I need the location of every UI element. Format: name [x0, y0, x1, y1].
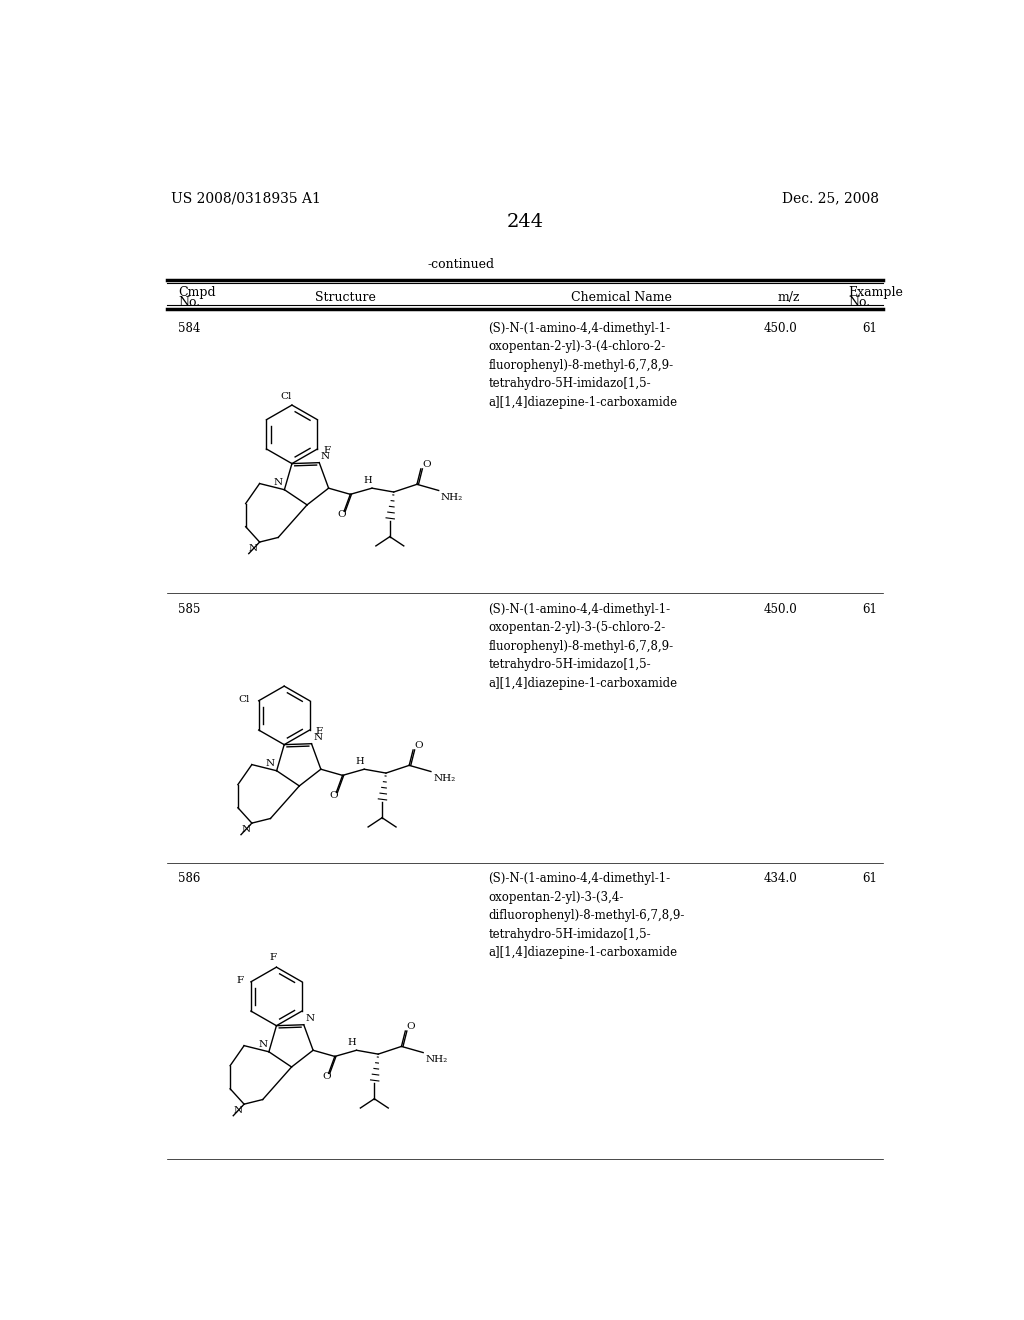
Text: O: O — [407, 1022, 416, 1031]
Text: O: O — [422, 459, 431, 469]
Text: m/z: m/z — [777, 290, 800, 304]
Text: N: N — [305, 1014, 314, 1023]
Text: F: F — [324, 446, 331, 455]
Text: Structure: Structure — [314, 290, 376, 304]
Text: (S)-N-(1-amino-4,4-dimethyl-1-
oxopentan-2-yl)-3-(5-chloro-2-
fluorophenyl)-8-me: (S)-N-(1-amino-4,4-dimethyl-1- oxopentan… — [488, 603, 678, 689]
Text: H: H — [347, 1038, 356, 1047]
Text: Cl: Cl — [238, 694, 250, 704]
Text: N: N — [313, 733, 323, 742]
Text: Example: Example — [849, 286, 903, 298]
Text: Dec. 25, 2008: Dec. 25, 2008 — [782, 191, 879, 206]
Text: No.: No. — [178, 296, 201, 309]
Text: Cl: Cl — [280, 392, 292, 401]
Text: N: N — [273, 478, 283, 487]
Text: Chemical Name: Chemical Name — [571, 290, 672, 304]
Text: -continued: -continued — [428, 259, 495, 271]
Text: N: N — [321, 453, 330, 461]
Text: N: N — [233, 1106, 243, 1115]
Text: 585: 585 — [178, 603, 201, 615]
Text: N: N — [242, 825, 250, 834]
Text: US 2008/0318935 A1: US 2008/0318935 A1 — [171, 191, 321, 206]
Text: 584: 584 — [178, 322, 201, 335]
Text: F: F — [269, 953, 276, 962]
Text: N: N — [266, 759, 275, 768]
Text: 61: 61 — [862, 873, 878, 886]
Text: H: H — [364, 475, 372, 484]
Text: 244: 244 — [506, 213, 544, 231]
Text: F: F — [237, 975, 243, 985]
Text: (S)-N-(1-amino-4,4-dimethyl-1-
oxopentan-2-yl)-3-(3,4-
difluorophenyl)-8-methyl-: (S)-N-(1-amino-4,4-dimethyl-1- oxopentan… — [488, 873, 685, 960]
Text: N: N — [258, 1040, 267, 1049]
Text: 450.0: 450.0 — [764, 603, 798, 615]
Text: (S)-N-(1-amino-4,4-dimethyl-1-
oxopentan-2-yl)-3-(4-chloro-2-
fluorophenyl)-8-me: (S)-N-(1-amino-4,4-dimethyl-1- oxopentan… — [488, 322, 678, 409]
Text: NH₂: NH₂ — [433, 774, 456, 783]
Text: NH₂: NH₂ — [441, 492, 463, 502]
Text: F: F — [315, 727, 323, 737]
Text: 61: 61 — [862, 603, 878, 615]
Text: N: N — [249, 544, 258, 553]
Text: 61: 61 — [862, 322, 878, 335]
Text: O: O — [415, 741, 423, 750]
Text: NH₂: NH₂ — [426, 1055, 447, 1064]
Text: 450.0: 450.0 — [764, 322, 798, 335]
Text: O: O — [322, 1072, 331, 1081]
Text: O: O — [330, 791, 338, 800]
Text: O: O — [338, 510, 346, 519]
Text: Cmpd: Cmpd — [178, 286, 216, 298]
Text: 586: 586 — [178, 873, 201, 886]
Text: No.: No. — [849, 296, 870, 309]
Text: H: H — [355, 756, 364, 766]
Text: 434.0: 434.0 — [764, 873, 798, 886]
